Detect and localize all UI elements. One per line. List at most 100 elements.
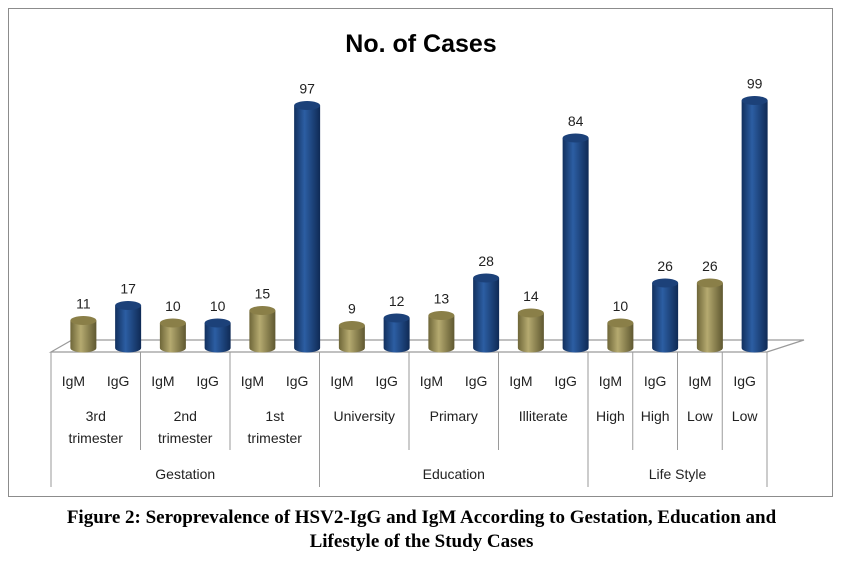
tick-label: IgG <box>733 373 756 389</box>
figure-caption: Figure 2: Seroprevalence of HSV2-IgG and… <box>0 506 843 554</box>
data-label: 28 <box>478 253 494 269</box>
bar-top <box>383 313 410 323</box>
tick-label: IgM <box>241 373 264 389</box>
tick-label: IgG <box>554 373 577 389</box>
bar-igm-illiterate: 14 <box>517 288 544 353</box>
bar-top <box>473 273 500 283</box>
bar-body <box>473 278 500 353</box>
tick-label: IgG <box>286 373 309 389</box>
subcategory-label: University <box>334 408 395 424</box>
caption-line-2: Lifestyle of the Study Cases <box>309 531 534 552</box>
data-label: 9 <box>348 301 356 317</box>
tick-label: IgG <box>375 373 398 389</box>
bar-body <box>338 325 365 353</box>
bar-body <box>696 283 723 353</box>
tick-label: IgM <box>688 373 711 389</box>
data-label: 26 <box>657 258 673 274</box>
bar-top <box>249 306 276 315</box>
data-label: 84 <box>568 113 584 129</box>
tick-label: IgM <box>330 373 353 389</box>
tick-label: IgG <box>196 373 219 389</box>
bar-top <box>741 96 768 105</box>
bar-body <box>159 323 186 353</box>
bar-top <box>294 101 321 110</box>
bar-igg-2nd-trimester: 10 <box>204 298 231 353</box>
bar-igg-university: 12 <box>383 293 410 353</box>
bar-body <box>249 310 276 353</box>
data-label: 99 <box>747 76 763 92</box>
data-label: 10 <box>210 298 226 314</box>
bar-top <box>652 278 679 288</box>
bar-body <box>428 315 455 353</box>
data-label: 26 <box>702 258 718 274</box>
data-label: 13 <box>434 291 450 307</box>
tick-label: IgG <box>465 373 488 389</box>
bar-body <box>294 105 321 353</box>
bar-top <box>428 311 455 320</box>
bar-top <box>607 318 634 328</box>
data-label: 10 <box>165 298 181 314</box>
bar-igm-1st-trimester: 15 <box>249 286 276 353</box>
bar-top <box>338 321 365 330</box>
tick-label: IgG <box>644 373 667 389</box>
bar-igg-3rd-trimester: 17 <box>115 281 142 353</box>
subcategory-label: Low <box>732 408 759 424</box>
group-label: Life Style <box>649 466 707 482</box>
bar-body <box>562 138 589 353</box>
bar-top <box>696 278 723 288</box>
bar-chart: No. of Cases 11 17 10 10 15 97 9 12 13 28 14 84 10 26… <box>48 30 805 487</box>
data-label: 12 <box>389 293 405 309</box>
subcategory-label: 2nd <box>174 408 197 424</box>
bar-top <box>70 316 97 325</box>
subcategory-label: Primary <box>430 408 478 424</box>
bar-igm-university: 9 <box>338 301 365 353</box>
bar-top <box>517 308 544 318</box>
bar-igg-high: 26 <box>652 258 679 353</box>
data-label: 11 <box>76 296 91 312</box>
subcategory-label: Illiterate <box>519 408 568 424</box>
bar-top <box>115 301 142 310</box>
subcategory-label: trimester <box>248 430 303 446</box>
bar-body <box>383 318 410 353</box>
chart-title: No. of Cases <box>345 30 496 58</box>
bar-igg-primary: 28 <box>473 253 500 353</box>
subcategory-label: High <box>596 408 625 424</box>
data-label: 14 <box>523 288 539 304</box>
data-label: 15 <box>255 286 271 302</box>
data-label: 97 <box>299 81 315 97</box>
bar-body <box>70 320 97 353</box>
bar-top <box>562 133 589 143</box>
tick-label: IgM <box>509 373 532 389</box>
tick-label: IgM <box>599 373 622 389</box>
bar-igm-2nd-trimester: 10 <box>159 298 186 353</box>
subcategory-label: Low <box>687 408 714 424</box>
tick-label: IgM <box>62 373 85 389</box>
bar-igg-low: 99 <box>741 76 768 353</box>
data-label: 17 <box>120 281 136 297</box>
subcategory-label: 3rd <box>86 408 106 424</box>
caption-line-1: Figure 2: Seroprevalence of HSV2-IgG and… <box>66 507 777 528</box>
bar-igm-low: 26 <box>696 258 723 353</box>
chart-frame <box>8 8 833 497</box>
subcategory-label: trimester <box>69 430 124 446</box>
data-label: 10 <box>613 298 629 314</box>
bar-body <box>741 100 768 353</box>
bar-body <box>607 323 634 353</box>
subcategory-label: trimester <box>158 430 213 446</box>
subcategory-label: High <box>641 408 670 424</box>
group-label: Gestation <box>155 466 215 482</box>
bar-igg-illiterate: 84 <box>562 113 589 353</box>
bar-igm-high: 10 <box>607 298 634 353</box>
bar-body <box>204 323 231 353</box>
bar-body <box>115 305 142 353</box>
bar-body <box>652 283 679 353</box>
bar-top <box>159 318 186 328</box>
tick-label: IgM <box>420 373 443 389</box>
bar-body <box>517 313 544 353</box>
group-label: Education <box>423 466 485 482</box>
bar-igm-primary: 13 <box>428 291 455 353</box>
bar-igg-1st-trimester: 97 <box>294 81 321 353</box>
bar-igm-3rd-trimester: 11 <box>70 296 97 353</box>
tick-label: IgM <box>151 373 174 389</box>
tick-label: IgG <box>107 373 130 389</box>
